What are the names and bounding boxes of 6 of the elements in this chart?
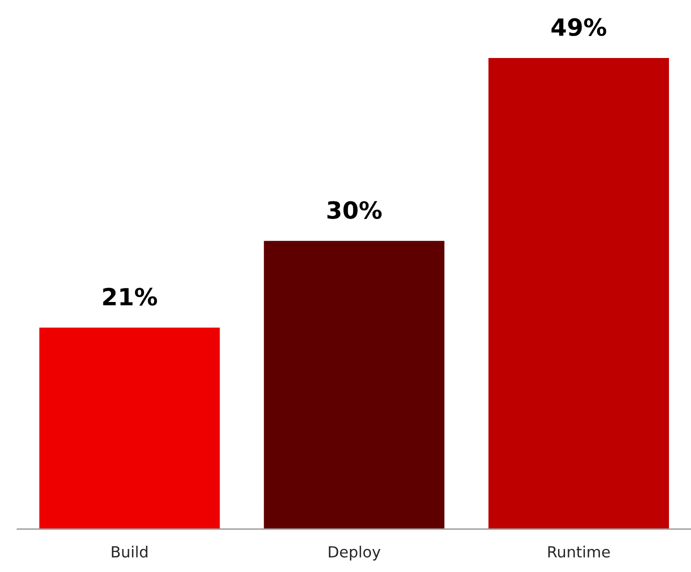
- x-tick-label: Deploy: [328, 546, 380, 561]
- data-label: 49%: [552, 18, 606, 36]
- x-tick-label: Runtime: [548, 546, 610, 558]
- data-label: 30%: [327, 201, 382, 219]
- data-label: 21%: [103, 288, 158, 306]
- x-tick-label: Build: [112, 546, 148, 558]
